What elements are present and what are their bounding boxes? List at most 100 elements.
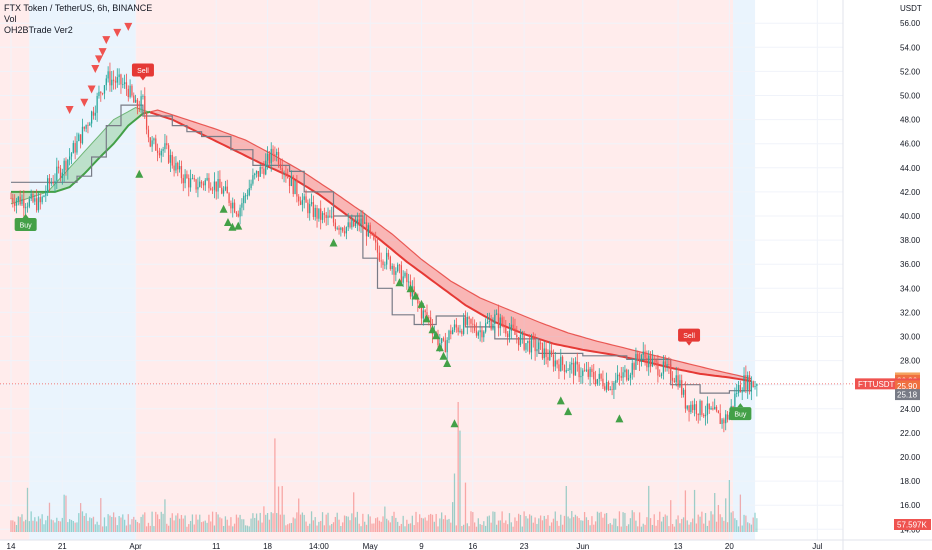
- candle-body: [734, 393, 736, 407]
- volume-bar: [635, 520, 637, 532]
- candle-body: [481, 330, 483, 338]
- candle-body: [90, 111, 93, 124]
- volume-bar: [219, 517, 221, 532]
- candle-body: [243, 195, 245, 204]
- volume-bar: [89, 517, 91, 532]
- candle-body: [120, 74, 122, 85]
- candle-body: [200, 181, 203, 184]
- candle-body: [576, 361, 578, 365]
- volume-bar: [499, 520, 501, 532]
- candle-body: [162, 149, 164, 151]
- candle-body: [288, 177, 291, 187]
- candle-body: [87, 125, 89, 126]
- candle-body: [550, 350, 553, 355]
- volume-bar: [142, 514, 144, 532]
- candle-body: [68, 156, 71, 160]
- volume-bar: [343, 515, 346, 532]
- volume-bar: [620, 526, 622, 532]
- legend-symbol-title[interactable]: FTX Token / TetherUS, 6h, BINANCE: [4, 3, 153, 13]
- volume-bar: [627, 524, 630, 532]
- candle-body: [320, 208, 322, 220]
- volume-bar: [56, 517, 58, 532]
- candle-body: [116, 77, 118, 83]
- buy-arrow-icon: [615, 414, 624, 423]
- candle-body: [70, 153, 73, 157]
- volume-bar: [622, 512, 624, 532]
- volume-bar: [583, 512, 586, 532]
- candle-body: [552, 354, 555, 367]
- volume-bar: [173, 520, 175, 532]
- candle-body: [527, 340, 529, 344]
- candle-body: [169, 154, 172, 163]
- candle-body: [78, 134, 80, 141]
- volume-bar: [301, 512, 304, 532]
- candle-body: [459, 330, 461, 332]
- volume-bar: [633, 512, 635, 532]
- candle-body: [233, 202, 236, 213]
- volume-bar: [457, 402, 459, 532]
- volume-bar: [103, 517, 106, 532]
- volume-bar: [118, 516, 120, 532]
- volume-bar: [241, 519, 243, 532]
- candle-body: [492, 324, 494, 330]
- volume-bar: [307, 525, 309, 532]
- volume-bar: [750, 524, 753, 532]
- volume-bar: [693, 489, 696, 532]
- volume-bar: [230, 517, 232, 532]
- volume-bar: [387, 520, 390, 532]
- volume-bar: [136, 521, 139, 532]
- volume-bar: [444, 515, 446, 532]
- volume-bar: [58, 520, 60, 532]
- volume-bar: [45, 520, 47, 532]
- candle-body: [186, 174, 188, 178]
- volume-bar: [314, 517, 316, 532]
- volume-bar: [195, 514, 197, 532]
- sell-arrow-icon: [124, 22, 133, 31]
- buy-arrow-icon: [450, 419, 459, 428]
- volume-bar: [671, 524, 674, 532]
- volume-bar: [378, 520, 380, 532]
- candle-body: [648, 355, 650, 368]
- candle-body: [166, 143, 168, 146]
- volume-bar: [673, 526, 676, 532]
- volume-bar: [68, 519, 71, 532]
- candle-body: [547, 357, 549, 361]
- volume-bar: [490, 522, 492, 532]
- candle-body: [248, 188, 250, 196]
- volume-bar: [446, 519, 448, 532]
- volume-bar: [169, 517, 172, 532]
- volume-bar: [338, 519, 340, 532]
- candle-body: [673, 380, 676, 383]
- legend-indicator[interactable]: OH2BTrade Ver2: [4, 25, 73, 35]
- volume-bar: [134, 519, 137, 532]
- volume-bar: [752, 517, 754, 532]
- volume-bar: [495, 524, 498, 532]
- volume-bar: [585, 517, 588, 532]
- candle-body: [450, 330, 452, 335]
- volume-bar: [463, 524, 465, 532]
- candle-body: [138, 107, 140, 110]
- candle-body: [571, 362, 573, 365]
- volume-bar: [276, 513, 278, 532]
- time-axis: 14 21 Apr 11 18 14:00 May 9 16 23 Jun 13 20 Jul: [0, 539, 932, 550]
- buy-arrow-icon: [223, 217, 232, 226]
- candle-body: [257, 170, 260, 177]
- candle-body: [561, 356, 564, 365]
- volume-bar: [646, 517, 648, 532]
- volume-bar: [235, 514, 238, 532]
- candle-body: [292, 176, 294, 195]
- bear-cloud: [150, 109, 752, 382]
- candle-body: [83, 126, 85, 129]
- candle-body: [193, 178, 195, 180]
- volume-bar: [642, 523, 644, 532]
- legend-volume[interactable]: Vol: [4, 14, 17, 24]
- candle-body: [479, 330, 481, 333]
- volume-bar: [723, 520, 725, 532]
- slow-ma-line: [150, 109, 752, 380]
- volume-bar: [651, 524, 654, 532]
- price-badge-text: 25.18: [897, 391, 918, 400]
- candle-body: [505, 327, 507, 334]
- candle-body: [58, 166, 60, 169]
- y-tick-label: 16.00: [900, 501, 921, 510]
- price-badge: [895, 380, 920, 392]
